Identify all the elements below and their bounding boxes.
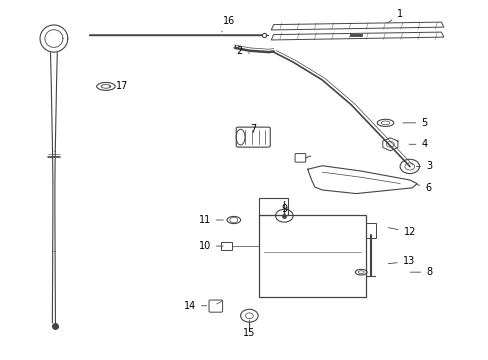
- Bar: [366, 223, 375, 238]
- Text: 3: 3: [416, 161, 431, 171]
- Text: 7: 7: [250, 124, 256, 134]
- Text: 1: 1: [387, 9, 402, 23]
- Text: 14: 14: [183, 301, 206, 311]
- Bar: [259, 215, 366, 297]
- Text: 11: 11: [198, 215, 223, 225]
- Polygon shape: [271, 32, 443, 40]
- Text: 9: 9: [281, 204, 287, 214]
- Text: 12: 12: [387, 227, 415, 237]
- Text: 6: 6: [415, 183, 430, 193]
- Text: 8: 8: [409, 267, 431, 277]
- Polygon shape: [271, 22, 443, 30]
- Bar: [221, 242, 231, 250]
- Text: 13: 13: [387, 256, 414, 266]
- Text: 5: 5: [402, 118, 427, 128]
- Text: 15: 15: [243, 320, 255, 338]
- Text: 16: 16: [221, 16, 235, 32]
- Text: 10: 10: [198, 241, 223, 251]
- Text: 4: 4: [408, 139, 427, 149]
- Text: 17: 17: [109, 81, 128, 91]
- Text: 2: 2: [236, 46, 249, 56]
